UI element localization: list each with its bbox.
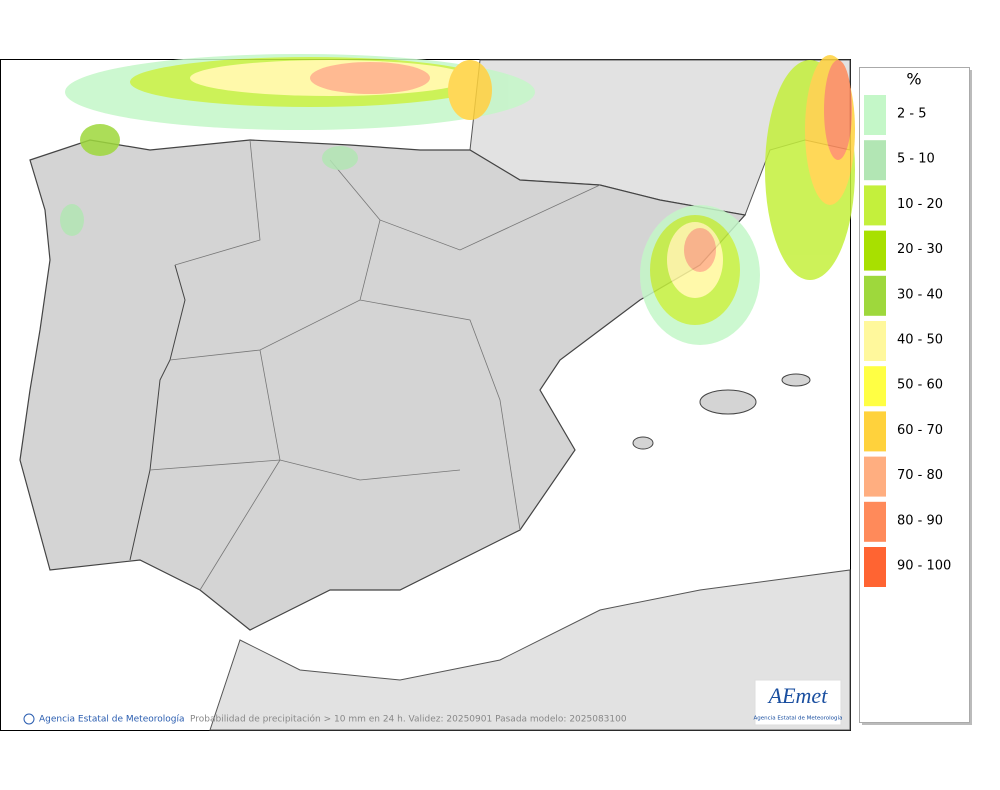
legend-label: 50 - 60 <box>897 378 943 393</box>
legend-swatch <box>864 230 886 271</box>
ibiza <box>632 436 654 450</box>
legend-label: 90 - 100 <box>897 559 951 574</box>
legend-label: 80 - 90 <box>897 513 943 528</box>
africa <box>209 569 851 731</box>
legend-swatch <box>864 411 886 452</box>
menorca <box>781 373 811 387</box>
mallorca <box>699 389 757 415</box>
legend-label: 20 - 30 <box>897 242 943 257</box>
credit: Agencia Estatal de Meteorología <box>39 715 185 725</box>
land <box>19 59 851 731</box>
legend-swatch <box>864 547 886 587</box>
iberia <box>19 139 747 631</box>
legend-label: 5 - 10 <box>897 152 935 167</box>
legend-title: % <box>906 70 921 89</box>
legend-swatch <box>864 321 886 361</box>
legend-label: 60 - 70 <box>897 423 943 438</box>
legend-swatch <box>864 95 886 135</box>
precipitation-areas <box>60 54 855 345</box>
legend-label: 40 - 50 <box>897 333 943 348</box>
legend-swatch <box>864 456 886 497</box>
caption: Probabilidad de precipitación > 10 mm en… <box>190 714 627 725</box>
copyright-icon <box>23 713 35 725</box>
logo-box <box>754 679 842 726</box>
region-borders <box>149 139 601 591</box>
logo-subtitle: Agencia Estatal de Meteorología <box>754 715 843 722</box>
legend-swatch <box>864 185 886 226</box>
legend-swatch <box>864 366 886 407</box>
logo-name: AEmet <box>767 683 829 708</box>
portugal-border <box>129 264 186 561</box>
legend-swatch <box>864 140 886 181</box>
legend-label: 10 - 20 <box>897 197 943 212</box>
legend-label: 2 - 5 <box>897 107 927 122</box>
legend-swatch <box>864 501 886 542</box>
legend-label: 30 - 40 <box>897 287 943 302</box>
legend-label: 70 - 80 <box>897 468 943 483</box>
legend-swatch <box>864 275 886 316</box>
legend-items: 2 - 5 5 - 10 10 - 20 20 - 30 30 - 40 40 - 50 5… <box>864 95 951 587</box>
